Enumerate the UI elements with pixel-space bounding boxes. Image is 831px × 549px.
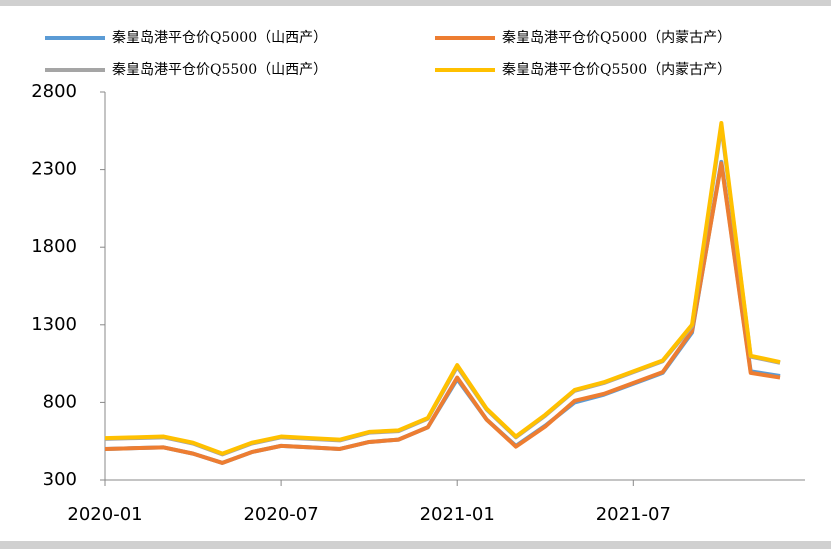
series-line	[104, 159, 781, 465]
y-tick-label: 1300	[31, 314, 77, 335]
legend-label: 秦皇岛港平仓价Q5500（山西产）	[112, 62, 327, 78]
x-tick-label: 2020-07	[243, 504, 318, 525]
legend-label: 秦皇岛港平仓价Q5000（内蒙古产）	[502, 30, 731, 46]
y-tick-label: 2800	[31, 81, 77, 102]
x-tick-label: 2020-01	[67, 504, 142, 525]
y-tick-label: 2300	[31, 159, 77, 180]
top-band	[0, 0, 831, 6]
x-tick-label: 2021-01	[420, 504, 495, 525]
y-tick-label: 800	[43, 391, 77, 412]
series-line	[104, 161, 781, 465]
legend-label: 秦皇岛港平仓价Q5000（山西产）	[112, 30, 327, 46]
legend-label: 秦皇岛港平仓价Q5500（内蒙古产）	[502, 62, 731, 78]
series-line	[104, 121, 781, 456]
bottom-band	[0, 541, 831, 549]
y-tick-label: 300	[43, 469, 77, 490]
y-tick-label: 1800	[31, 236, 77, 257]
x-tick-label: 2021-07	[596, 504, 671, 525]
